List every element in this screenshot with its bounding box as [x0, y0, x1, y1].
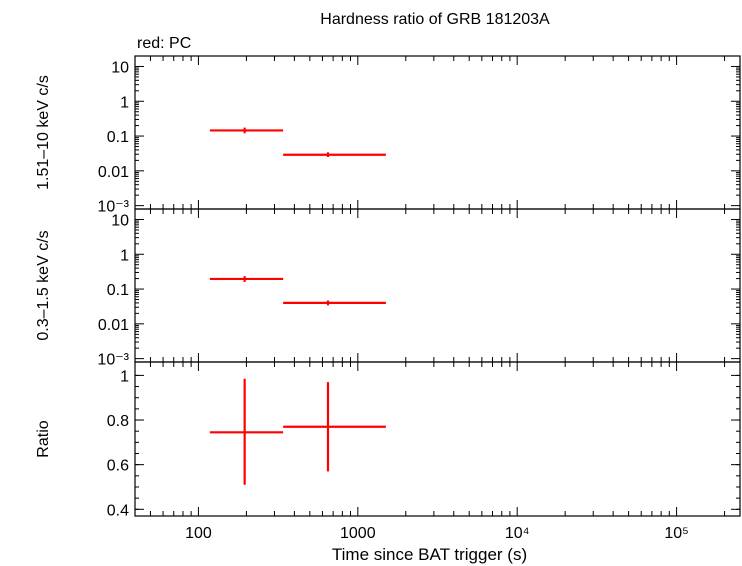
data-point [283, 382, 386, 472]
chart-title: Hardness ratio of GRB 181203A [320, 11, 550, 28]
y-tick-label: 10⁻³ [97, 352, 129, 369]
chart-subtitle: red: PC [137, 35, 191, 52]
panel-frame [134, 55, 741, 210]
panel-frame [134, 361, 741, 517]
y-tick-label: 0.1 [107, 282, 129, 299]
panel-frame [134, 208, 741, 363]
y-axis-label: Ratio [35, 420, 52, 457]
x-tick-label: 10⁴ [505, 525, 530, 542]
x-tick-label: 1000 [340, 525, 376, 542]
x-tick-label: 10⁵ [664, 525, 688, 542]
data-point [283, 152, 386, 157]
y-tick-label: 0.6 [107, 458, 129, 475]
y-axis-label: 1.51–10 keV c/s [35, 75, 52, 190]
y-tick-label: 0.4 [107, 502, 129, 519]
data-point [283, 300, 386, 306]
y-tick-label: 10 [111, 212, 129, 229]
data-point [209, 276, 284, 282]
y-tick-label: 1 [120, 368, 129, 385]
data-point [209, 378, 284, 485]
y-tick-label: 0.01 [98, 317, 129, 334]
y-axis-label: 0.3–1.5 keV c/s [35, 230, 52, 340]
panel-soft: 10 1 0.1 0.01 10⁻³ 0.3–1.5 keV c/s [35, 208, 741, 369]
y-tick-label: 1 [120, 247, 129, 264]
y-tick-label: 0.8 [107, 413, 129, 430]
y-tick-label: 10⁻³ [97, 199, 129, 216]
panel-hard: 10 1 0.1 0.01 10⁻³ 1.51–10 keV c/s [35, 55, 741, 216]
y-tick-label: 10 [111, 59, 129, 76]
data-point [209, 127, 284, 134]
x-tick-label: 100 [185, 525, 212, 542]
y-tick-label: 1 [120, 94, 129, 111]
panel-ratio: 1 0.8 0.6 0.4 Ratio 100 1000 10⁴ 10⁵ Time since B… [35, 361, 741, 564]
y-tick-label: 0.01 [98, 164, 129, 181]
x-axis-label: Time since BAT trigger (s) [332, 545, 527, 564]
y-tick-label: 0.1 [107, 129, 129, 146]
